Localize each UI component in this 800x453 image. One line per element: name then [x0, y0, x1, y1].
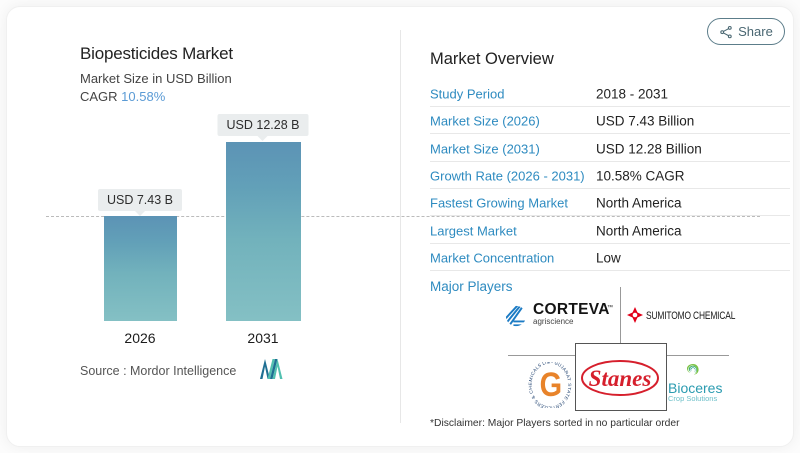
svg-text:SUMITOMO CHEMICAL: SUMITOMO CHEMICAL: [646, 310, 736, 322]
svg-text:CORTEVA: CORTEVA: [533, 303, 610, 318]
svg-text:G: G: [540, 365, 562, 404]
svg-text:™: ™: [607, 304, 613, 311]
svg-text:Crop Solutions: Crop Solutions: [668, 394, 717, 403]
svg-text:agriscience: agriscience: [533, 317, 574, 326]
svg-text:Stanes: Stanes: [589, 366, 652, 391]
